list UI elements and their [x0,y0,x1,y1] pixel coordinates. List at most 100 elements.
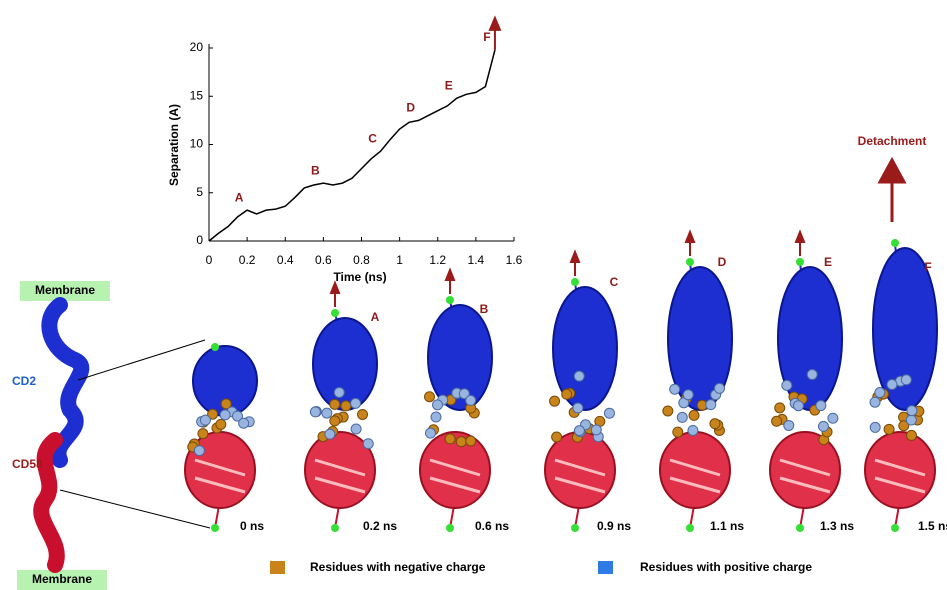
pull-arrow [684,229,696,256]
positive-residue [874,387,886,399]
snapshot-letter: E [824,255,832,269]
pull-arrow [794,229,806,256]
cd58-label: CD58 [12,457,43,471]
negative-residue [357,408,369,420]
annotation: B [311,163,320,177]
positive-residue [362,438,374,450]
negative-residue [672,426,684,438]
positive-residue [309,406,321,418]
negative-residue [215,418,227,430]
terminal [796,258,804,266]
pull-arrow [488,15,502,50]
pull-arrow [329,280,341,307]
positive-residue [682,389,694,401]
x-tick-label: 0.4 [277,253,294,267]
negative-residue [455,436,467,448]
positive-residue [350,397,362,409]
negative-residue [883,423,895,435]
positive-residue [886,379,898,391]
negative-residue [197,428,209,440]
negative-residue [551,431,563,443]
cd58-domain [769,431,841,509]
x-tick-label: 1.2 [429,253,446,267]
terminal [331,524,339,532]
time-label: 1.5 ns [918,519,947,533]
positive-residue [792,400,804,412]
y-tick-label: 0 [196,233,203,247]
positive-residue [869,421,881,433]
negative-residue [220,398,232,410]
y-tick-label: 5 [196,185,203,199]
annotation: A [235,190,244,204]
negative-residue [329,415,341,427]
y-tick-label: 20 [190,40,204,54]
x-tick-label: 1.6 [506,253,523,267]
positive-residue [193,445,205,457]
positive-residue [806,369,818,381]
cd2-label: CD2 [12,374,36,388]
cd58-domain [659,431,731,509]
terminal [891,239,899,247]
snapshot-letter: D [718,255,727,269]
positive-residue [573,425,585,437]
terminal [571,278,579,286]
legend-label: Residues with positive charge [640,560,812,574]
positive-residue [238,417,250,429]
positive-residue [199,414,211,426]
membrane-box [20,281,110,301]
positive-residue [350,423,362,435]
positive-residue [430,411,442,423]
positive-residue [573,370,585,382]
cd58-strands [314,458,366,494]
cd58-strands [874,458,926,494]
membrane-box [17,570,107,590]
snapshot-letter: F [924,260,931,274]
positive-residue [900,374,912,386]
terminal [796,524,804,532]
terminal [331,309,339,317]
detachment-label: Detachment [858,134,927,148]
positive-residue [232,410,244,422]
positive-residue [783,419,795,431]
terminal [686,524,694,532]
cd58-strands [429,458,481,494]
time-label: 0.9 ns [597,519,631,533]
cd2-domain [552,286,618,411]
positive-residue [572,402,584,414]
x-tick-label: 1 [396,253,403,267]
x-axis-label: Time (ns) [333,270,386,284]
positive-residue [333,386,345,398]
x-tick-label: 0 [206,253,213,267]
left-structure: Membrane Membrane CD2 CD58 [12,281,211,590]
data-line [208,49,496,242]
negative-residue [898,420,910,432]
zoom-line [59,489,211,529]
annotation: C [368,131,377,145]
positive-residue [465,394,477,406]
cd58-domain [419,431,491,509]
positive-residue [905,414,917,426]
positive-residue [324,428,336,440]
positive-residue [590,424,602,436]
negative-residue [688,409,700,421]
pull-arrow [444,267,456,294]
positive-residue [714,382,726,394]
negative-residue [771,415,783,427]
y-tick-label: 10 [190,137,204,151]
x-tick-label: 0.8 [353,253,370,267]
terminal [686,258,694,266]
time-label: 1.3 ns [820,519,854,533]
positive-residue [603,407,615,419]
positive-residue [669,383,681,395]
positive-residue [321,407,333,419]
negative-residue [905,429,917,441]
pull-arrow [569,249,581,276]
y-axis-label: Separation (A) [167,104,181,186]
cd58-strands [779,458,831,494]
terminal [891,524,899,532]
legend-swatch [598,561,613,574]
positive-residue [458,388,470,400]
positive-residue [827,412,839,424]
annotation: D [406,101,415,115]
